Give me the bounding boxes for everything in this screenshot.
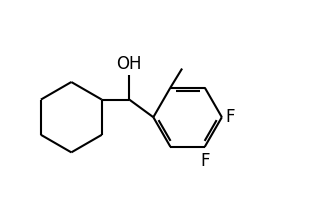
Text: F: F [200,152,209,170]
Text: OH: OH [116,55,142,73]
Text: F: F [225,108,235,126]
